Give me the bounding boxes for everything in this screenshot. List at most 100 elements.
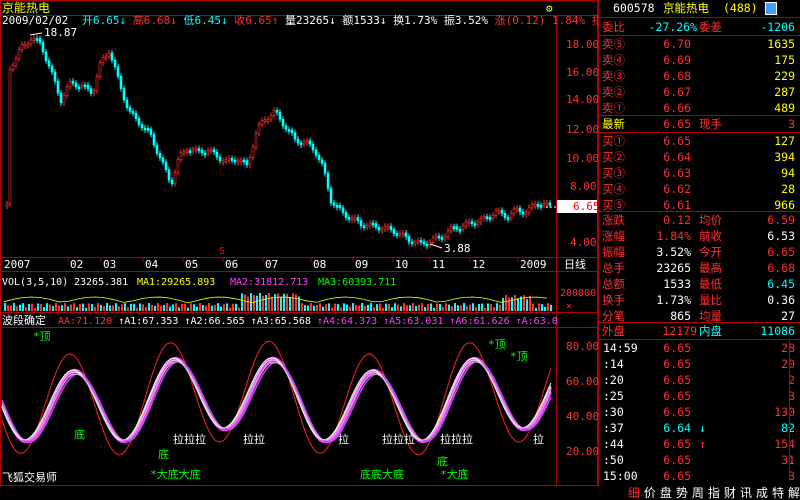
tick-row: :50 6.65 31 [599, 452, 800, 468]
buy-row[interactable]: 买② 6.64 394 [599, 149, 800, 165]
volume-bar [406, 305, 408, 311]
candle-body [422, 241, 426, 245]
candle-body [416, 240, 420, 243]
candle-body [113, 59, 117, 68]
volume-bar [13, 303, 15, 311]
candle-body [497, 210, 501, 213]
candle-body [386, 225, 390, 229]
volume-bar [28, 303, 30, 311]
y-tick-10: 10.00 [566, 152, 598, 165]
bottom-menu-item[interactable]: 势 [675, 486, 688, 500]
tick-price: 6.65 [663, 389, 691, 403]
volume-bar [352, 303, 354, 311]
buy-row[interactable]: 买① 6.65 127 [599, 133, 800, 149]
bottom-menu-item[interactable]: 成 [755, 486, 768, 500]
quote-stat-value: 865 [670, 309, 691, 323]
volume-bar [103, 306, 105, 311]
volume-bar [97, 303, 99, 311]
volume-bar [460, 305, 462, 311]
bottom-menu-item[interactable]: 财 [723, 486, 736, 500]
bottom-menu-item[interactable]: 周 [691, 486, 704, 500]
volume-bar [22, 303, 24, 311]
volume-bar [343, 303, 345, 311]
volume-bar [550, 304, 552, 311]
tick-row: 14:59 6.65 28 [599, 340, 800, 356]
volume-bar [196, 306, 198, 311]
volume-bar [385, 303, 387, 311]
candle-body [47, 60, 51, 67]
candle-body [521, 211, 525, 215]
volume-bar [478, 303, 480, 311]
candle-body [101, 56, 105, 64]
candle-body [455, 226, 459, 230]
sell-row[interactable]: 卖④ 6.69 175 [599, 52, 800, 68]
volume-bar [244, 294, 246, 311]
wave-legend-item-0: AA:71.120 [58, 316, 118, 327]
x-tick: 10 [395, 258, 408, 271]
volume-bar [88, 303, 90, 311]
candle-body [68, 80, 72, 88]
volume-bar [349, 306, 351, 311]
volume-bar [448, 304, 450, 311]
volume-bar [76, 307, 78, 311]
bottom-menu-item[interactable]: 解 [787, 486, 800, 500]
candle-body [26, 43, 30, 47]
bottom-menu-item[interactable]: 指 [707, 486, 720, 500]
tick-price: 6.65 [663, 341, 691, 355]
volume-bar [133, 303, 135, 311]
volume-bar [220, 306, 222, 311]
candle-body [98, 62, 102, 77]
tick-scroll-up-icon[interactable] [789, 340, 798, 480]
period-label[interactable]: 日线 [564, 257, 586, 271]
y-tick-16: 16.00 [566, 66, 598, 79]
candle-body [317, 154, 321, 161]
wave-bottom-3: 底 [437, 454, 448, 468]
volume-bar [142, 304, 144, 311]
tick-row: :30 6.65 130 [599, 404, 800, 420]
calc-icon[interactable] [765, 2, 777, 15]
buy-row[interactable]: 买④ 6.62 28 [599, 181, 800, 197]
bottom-menu-item[interactable]: 特 [771, 486, 784, 500]
candle-body [83, 84, 87, 88]
chart-panel[interactable]: 京能热电 ⚙ 2009/02/02 开6.65↓ 高6.68↓ 低6.45↓ 收… [0, 0, 603, 486]
volume-bar [187, 307, 189, 311]
bottom-menu-item[interactable]: 讯 [739, 486, 752, 500]
tick-price: 6.65 [663, 453, 691, 467]
stock-code: 600578 [613, 1, 655, 15]
candle-body [335, 205, 339, 208]
sell-price: 6.66 [663, 101, 691, 115]
wave-bigbottom-1: *大底大底 [150, 467, 201, 481]
gear-icon[interactable]: ⚙ [546, 2, 553, 15]
sell-row[interactable]: 卖③ 6.68 229 [599, 68, 800, 84]
candle-body [254, 133, 258, 148]
volume-bar [91, 304, 93, 311]
tick-price: 6.65 [663, 405, 691, 419]
sell-row[interactable]: 卖① 6.66 489 [599, 100, 800, 116]
sell-row[interactable]: 卖② 6.67 287 [599, 84, 800, 100]
high-price-annotation: 18.87 [44, 26, 77, 39]
candle-body [263, 118, 267, 122]
candle-body [446, 230, 450, 237]
wave-legend-item-1: ↑A1:67.353 [118, 316, 184, 327]
volume-bar [136, 307, 138, 311]
quote-stat-value-2: 0.36 [767, 293, 795, 307]
candle-body [365, 225, 369, 228]
candle-body [32, 38, 36, 41]
bottom-menu-item[interactable]: 盘 [659, 486, 672, 500]
candle-body [449, 226, 453, 232]
bottom-menu-item[interactable]: 价 [643, 486, 656, 500]
volume-bar [55, 303, 57, 311]
candle-body [5, 203, 9, 207]
ohlc-stats-line: 开6.65↓ 高6.68↓ 低6.45↓ 收6.65↑ 量23265↓ 额153… [82, 13, 598, 27]
quote-stat-value-2: 27 [781, 309, 795, 323]
buy-row[interactable]: 买③ 6.63 94 [599, 165, 800, 181]
bottom-menu-item[interactable]: 细 [627, 486, 640, 500]
volume-bar [454, 303, 456, 311]
sell-row[interactable]: 卖⑤ 6.70 1635 [599, 36, 800, 52]
buy-row[interactable]: 买⑤ 6.61 966 [599, 197, 800, 213]
low-price-annotation: 3.88 [444, 242, 471, 255]
chart-canvas[interactable]: 京能热电 ⚙ 2009/02/02 开6.65↓ 高6.68↓ 低6.45↓ 收… [0, 0, 603, 486]
volume-bar [40, 304, 42, 311]
volume-bar [139, 303, 141, 311]
volume-bar [382, 307, 384, 311]
